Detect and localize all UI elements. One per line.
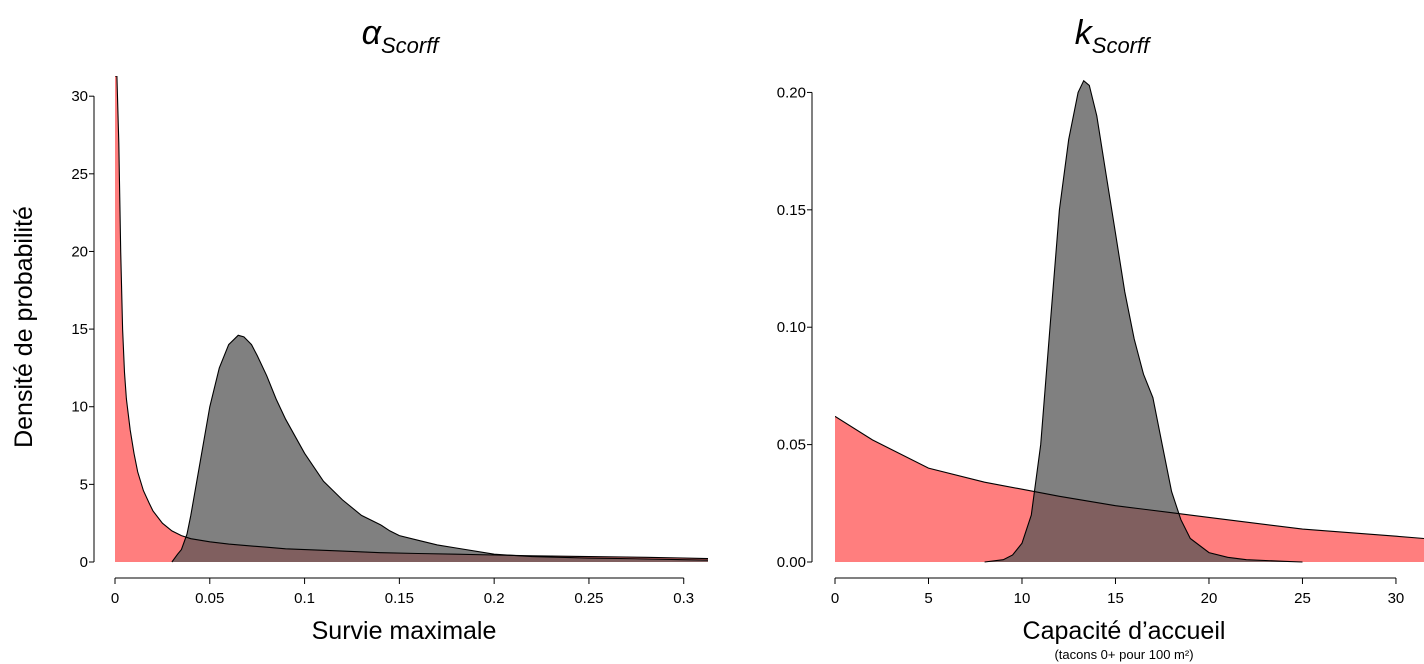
y-tick-label: 30 (71, 88, 88, 105)
y-tick-label: 0 (80, 554, 88, 571)
title-symbol: k (1075, 14, 1094, 52)
x-tick-label: 0 (111, 590, 119, 607)
title-symbol: α (362, 14, 383, 52)
x-tick-label: 0.3 (673, 590, 694, 607)
y-tick-label: 0.10 (777, 319, 806, 336)
y-tick-label: 20 (71, 243, 88, 260)
x-tick-label: 25 (1294, 590, 1311, 607)
x-tick-label: 30 (1388, 590, 1405, 607)
panel-title: αScorff (362, 14, 442, 58)
x-axis-label: Survie maximale (312, 617, 497, 645)
posterior-density-line (171, 334, 708, 563)
y-tick-label: 10 (71, 399, 88, 416)
x-tick-label: 0.05 (195, 590, 224, 607)
title-subscript: Scorff (381, 33, 441, 58)
y-tick-label: 5 (80, 476, 88, 493)
y-axis-label: Densité de probabilité (10, 206, 38, 448)
title-subscript: Scorff (1092, 33, 1152, 58)
y-tick-label: 25 (71, 166, 88, 183)
x-tick-label: 0.2 (484, 590, 505, 607)
posterior-density-line (984, 79, 1303, 563)
x-tick-label: 0.25 (574, 590, 603, 607)
posterior-density-area (171, 335, 708, 562)
x-tick-label: 15 (1107, 590, 1124, 607)
prior-density-line (835, 415, 1424, 540)
x-tick-label: 0 (831, 590, 839, 607)
y-tick-label: 15 (71, 321, 88, 338)
axes: 0 5 10 15 20 25 30 0 0.05 0.1 0.15 0.2 0.25 0.3 (71, 88, 694, 607)
x-tick-label: 0.15 (385, 590, 414, 607)
x-tick-label: 0.1 (294, 590, 315, 607)
posterior-density-area (984, 80, 1303, 562)
panel-k-scorff: kScorff 0.00 0.05 0.10 0.15 0.20 0 5 10 15 20 25 30… (777, 14, 1424, 662)
plot-area (115, 76, 708, 563)
x-tick-label: 5 (924, 590, 932, 607)
axes: 0.00 0.05 0.10 0.15 0.20 0 5 10 15 20 25 30 (777, 84, 1404, 607)
plot-area (835, 79, 1424, 563)
y-tick-label: 0.05 (777, 437, 806, 454)
series-group (835, 79, 1424, 563)
x-axis-sublabel: (tacons 0+ pour 100 m²) (1054, 647, 1193, 662)
panel-title: kScorff (1075, 14, 1152, 58)
y-tick-label: 0.00 (777, 554, 806, 571)
x-axis-label: Capacité d’accueil (1023, 617, 1226, 645)
x-tick-label: 10 (1014, 590, 1031, 607)
x-tick-label: 20 (1201, 590, 1218, 607)
y-tick-label: 0.15 (777, 202, 806, 219)
prior-density-area (835, 416, 1424, 562)
series-group (115, 76, 708, 563)
y-tick-label: 0.20 (777, 84, 806, 101)
